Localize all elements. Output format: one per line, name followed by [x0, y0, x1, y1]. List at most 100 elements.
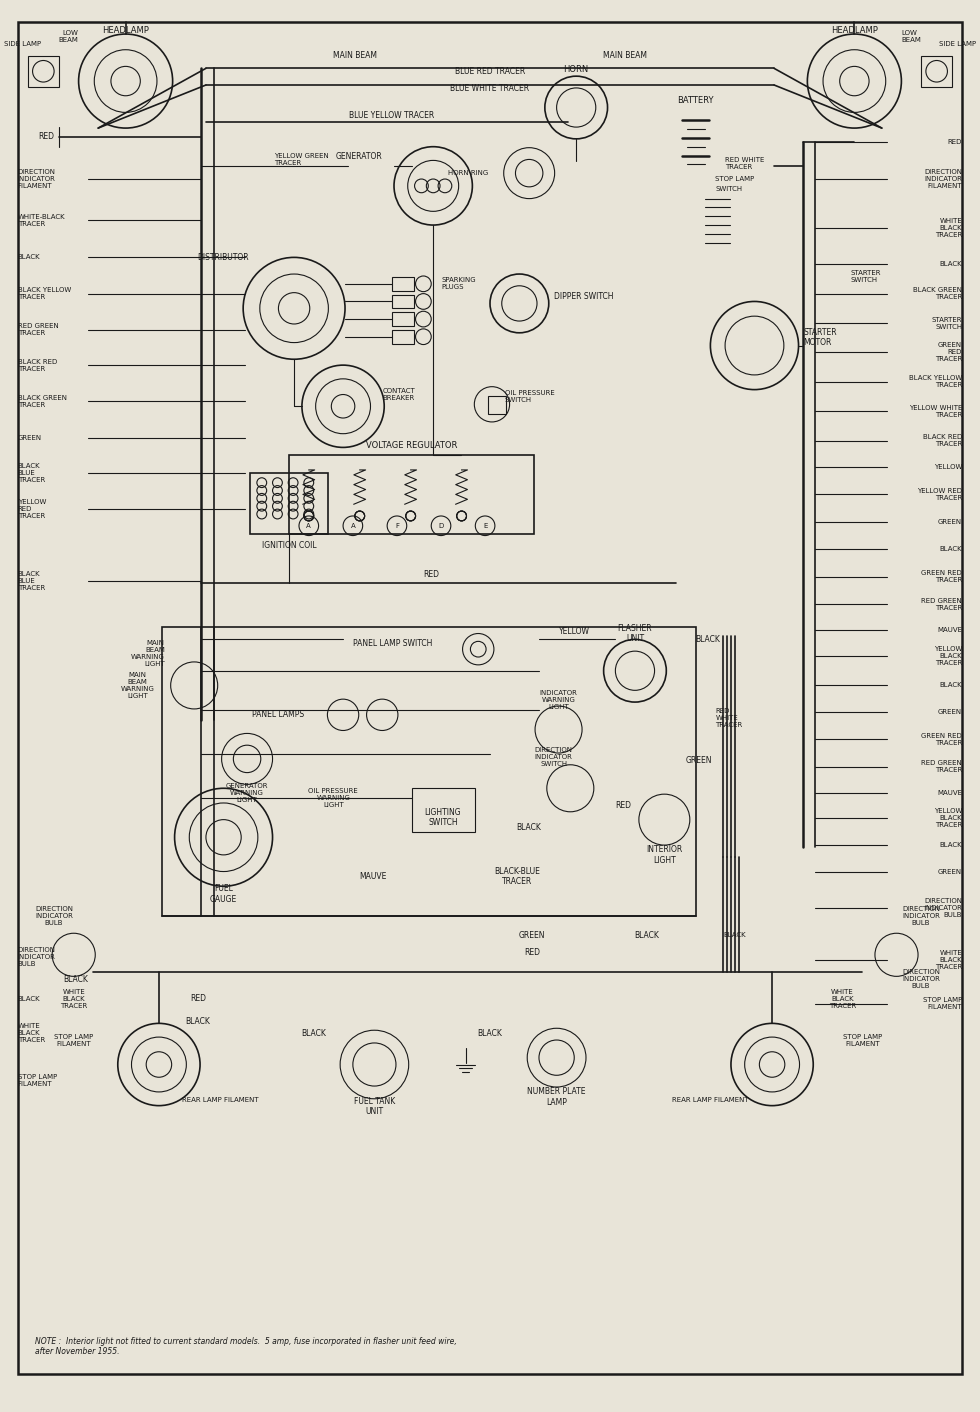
Text: IGNITION COIL: IGNITION COIL — [262, 541, 317, 549]
Text: GREEN: GREEN — [938, 868, 962, 874]
Text: DIRECTION
INDICATOR
SWITCH: DIRECTION INDICATOR SWITCH — [535, 747, 572, 767]
Text: HEADLAMP: HEADLAMP — [102, 25, 149, 35]
Text: BLACK: BLACK — [940, 682, 962, 689]
Bar — [289, 455, 534, 534]
Text: YELLOW
RED
TRACER: YELLOW RED TRACER — [18, 498, 46, 520]
Text: WHITE
BLACK
TRACER: WHITE BLACK TRACER — [829, 988, 857, 1010]
Text: LOW
BEAM: LOW BEAM — [59, 30, 78, 42]
Text: YELLOW: YELLOW — [559, 627, 590, 635]
Text: MAIN BEAM: MAIN BEAM — [603, 51, 647, 61]
Text: REAR LAMP FILAMENT: REAR LAMP FILAMENT — [672, 1097, 749, 1103]
Text: HORN RING: HORN RING — [448, 169, 488, 176]
Text: RED WHITE
TRACER: RED WHITE TRACER — [725, 157, 764, 169]
Text: INTERIOR
LIGHT: INTERIOR LIGHT — [646, 846, 682, 864]
Text: YELLOW RED
TRACER: YELLOW RED TRACER — [917, 489, 962, 501]
Text: BLACK GREEN
TRACER: BLACK GREEN TRACER — [18, 395, 67, 408]
Text: BLACK: BLACK — [696, 635, 720, 644]
Text: RED GREEN
TRACER: RED GREEN TRACER — [921, 760, 962, 774]
Text: REAR LAMP FILAMENT: REAR LAMP FILAMENT — [182, 1097, 259, 1103]
Text: GENERATOR: GENERATOR — [335, 152, 382, 161]
Text: HEADLAMP: HEADLAMP — [831, 25, 878, 35]
Text: BATTERY: BATTERY — [677, 96, 714, 104]
Text: BLACK: BLACK — [516, 823, 542, 832]
Text: STOP LAMP
FILAMENT: STOP LAMP FILAMENT — [54, 1035, 93, 1048]
Text: SIDE LAMP: SIDE LAMP — [939, 41, 976, 47]
Text: A: A — [351, 522, 355, 528]
Text: LIGHTING
SWITCH: LIGHTING SWITCH — [424, 808, 462, 827]
Text: YELLOW: YELLOW — [934, 465, 962, 470]
Bar — [250, 473, 328, 534]
Bar — [392, 295, 414, 308]
Bar — [392, 312, 414, 326]
Text: FUEL TANK
UNIT: FUEL TANK UNIT — [354, 1097, 395, 1117]
Text: D: D — [438, 522, 444, 528]
Text: YELLOW
BLACK
TRACER: YELLOW BLACK TRACER — [934, 647, 962, 666]
Text: FUEL
GAUGE: FUEL GAUGE — [210, 884, 237, 904]
Text: BLACK: BLACK — [723, 932, 746, 938]
Text: BLACK
BLUE
TRACER: BLACK BLUE TRACER — [18, 570, 45, 590]
Text: MAIN
BEAM
WARNING
LIGHT: MAIN BEAM WARNING LIGHT — [121, 672, 154, 699]
Text: BLACK: BLACK — [940, 842, 962, 849]
Text: DIRECTION
INDICATOR
BULB: DIRECTION INDICATOR BULB — [18, 947, 56, 967]
Text: MAUVE: MAUVE — [937, 627, 962, 633]
Text: MAUVE: MAUVE — [937, 791, 962, 796]
Text: RED: RED — [423, 570, 439, 579]
Bar — [921, 55, 953, 88]
Text: GREEN: GREEN — [18, 435, 42, 441]
Text: DIRECTION
INDICATOR
BULB: DIRECTION INDICATOR BULB — [35, 905, 74, 926]
Text: GREEN: GREEN — [938, 709, 962, 714]
Text: MAIN
BEAM
WARNING
LIGHT: MAIN BEAM WARNING LIGHT — [131, 640, 165, 666]
Text: GREEN RED
TRACER: GREEN RED TRACER — [921, 733, 962, 746]
Text: BLACK: BLACK — [64, 974, 88, 984]
Bar — [488, 397, 506, 414]
Text: YELLOW
BLACK
TRACER: YELLOW BLACK TRACER — [934, 808, 962, 827]
Text: E: E — [483, 522, 487, 528]
Text: BLACK: BLACK — [940, 261, 962, 267]
Text: RED GREEN
TRACER: RED GREEN TRACER — [18, 323, 59, 336]
Text: GREEN: GREEN — [686, 757, 712, 765]
Text: OIL PRESSURE
WARNING
LIGHT: OIL PRESSURE WARNING LIGHT — [309, 788, 358, 808]
Text: DIRECTION
INDICATOR
BULB: DIRECTION INDICATOR BULB — [902, 969, 940, 990]
Text: PANEL LAMPS: PANEL LAMPS — [252, 710, 304, 719]
Text: DIRECTION
INDICATOR
BULB: DIRECTION INDICATOR BULB — [924, 898, 962, 918]
Text: INDICATOR
WARNING
LIGHT: INDICATOR WARNING LIGHT — [540, 690, 577, 710]
Text: DIRECTION
INDICATOR
BULB: DIRECTION INDICATOR BULB — [902, 905, 940, 926]
Text: DIRECTION
INDICATOR
FILAMENT: DIRECTION INDICATOR FILAMENT — [18, 169, 56, 189]
Text: WHITE
BLACK
TRACER: WHITE BLACK TRACER — [935, 217, 962, 239]
Text: BLUE RED TRACER: BLUE RED TRACER — [455, 66, 525, 76]
Text: BLACK
BLUE
TRACER: BLACK BLUE TRACER — [18, 463, 45, 483]
Text: F: F — [395, 522, 399, 528]
Text: BLACK GREEN
TRACER: BLACK GREEN TRACER — [913, 287, 962, 301]
Bar — [27, 55, 59, 88]
Text: SWITCH: SWITCH — [715, 186, 743, 192]
Text: HORN: HORN — [564, 65, 589, 73]
Text: SIDE LAMP: SIDE LAMP — [4, 41, 41, 47]
Text: STARTER
MOTOR: STARTER MOTOR — [804, 328, 837, 347]
Text: A: A — [307, 522, 312, 528]
Text: YELLOW GREEN
TRACER: YELLOW GREEN TRACER — [274, 152, 329, 167]
Text: RED
WHITE
TRACER: RED WHITE TRACER — [715, 707, 743, 727]
Text: NOTE :  Interior light not fitted to current standard models.  5 amp, fuse incor: NOTE : Interior light not fitted to curr… — [34, 1337, 457, 1357]
Text: BLACK RED
TRACER: BLACK RED TRACER — [923, 433, 962, 448]
Text: RED GREEN
TRACER: RED GREEN TRACER — [921, 597, 962, 610]
Text: LOW
BEAM: LOW BEAM — [902, 30, 921, 42]
Text: GREEN: GREEN — [938, 518, 962, 525]
Text: GREEN
RED
TRACER: GREEN RED TRACER — [935, 342, 962, 363]
Text: SPARKING
PLUGS: SPARKING PLUGS — [441, 277, 475, 291]
Text: VOLTAGE REGULATOR: VOLTAGE REGULATOR — [366, 441, 458, 450]
Text: BLACK: BLACK — [301, 1029, 326, 1038]
Text: NUMBER PLATE
LAMP: NUMBER PLATE LAMP — [527, 1087, 586, 1107]
Text: MAIN BEAM: MAIN BEAM — [333, 51, 377, 61]
Text: RED: RED — [38, 133, 54, 141]
Text: BLACK: BLACK — [18, 995, 40, 1003]
Text: STOP LAMP
FILAMENT: STOP LAMP FILAMENT — [18, 1073, 57, 1087]
Text: DIRECTION
INDICATOR
FILAMENT: DIRECTION INDICATOR FILAMENT — [924, 169, 962, 189]
Text: BLACK: BLACK — [477, 1029, 503, 1038]
Text: BLACK: BLACK — [18, 254, 40, 260]
Text: STOP LAMP
FILAMENT: STOP LAMP FILAMENT — [843, 1035, 882, 1048]
Text: BLACK YELLOW
TRACER: BLACK YELLOW TRACER — [908, 376, 962, 388]
Bar — [392, 277, 414, 291]
Text: STARTER
SWITCH: STARTER SWITCH — [932, 316, 962, 329]
Text: GREEN: GREEN — [518, 931, 545, 940]
Text: DISTRIBUTOR: DISTRIBUTOR — [197, 253, 249, 261]
